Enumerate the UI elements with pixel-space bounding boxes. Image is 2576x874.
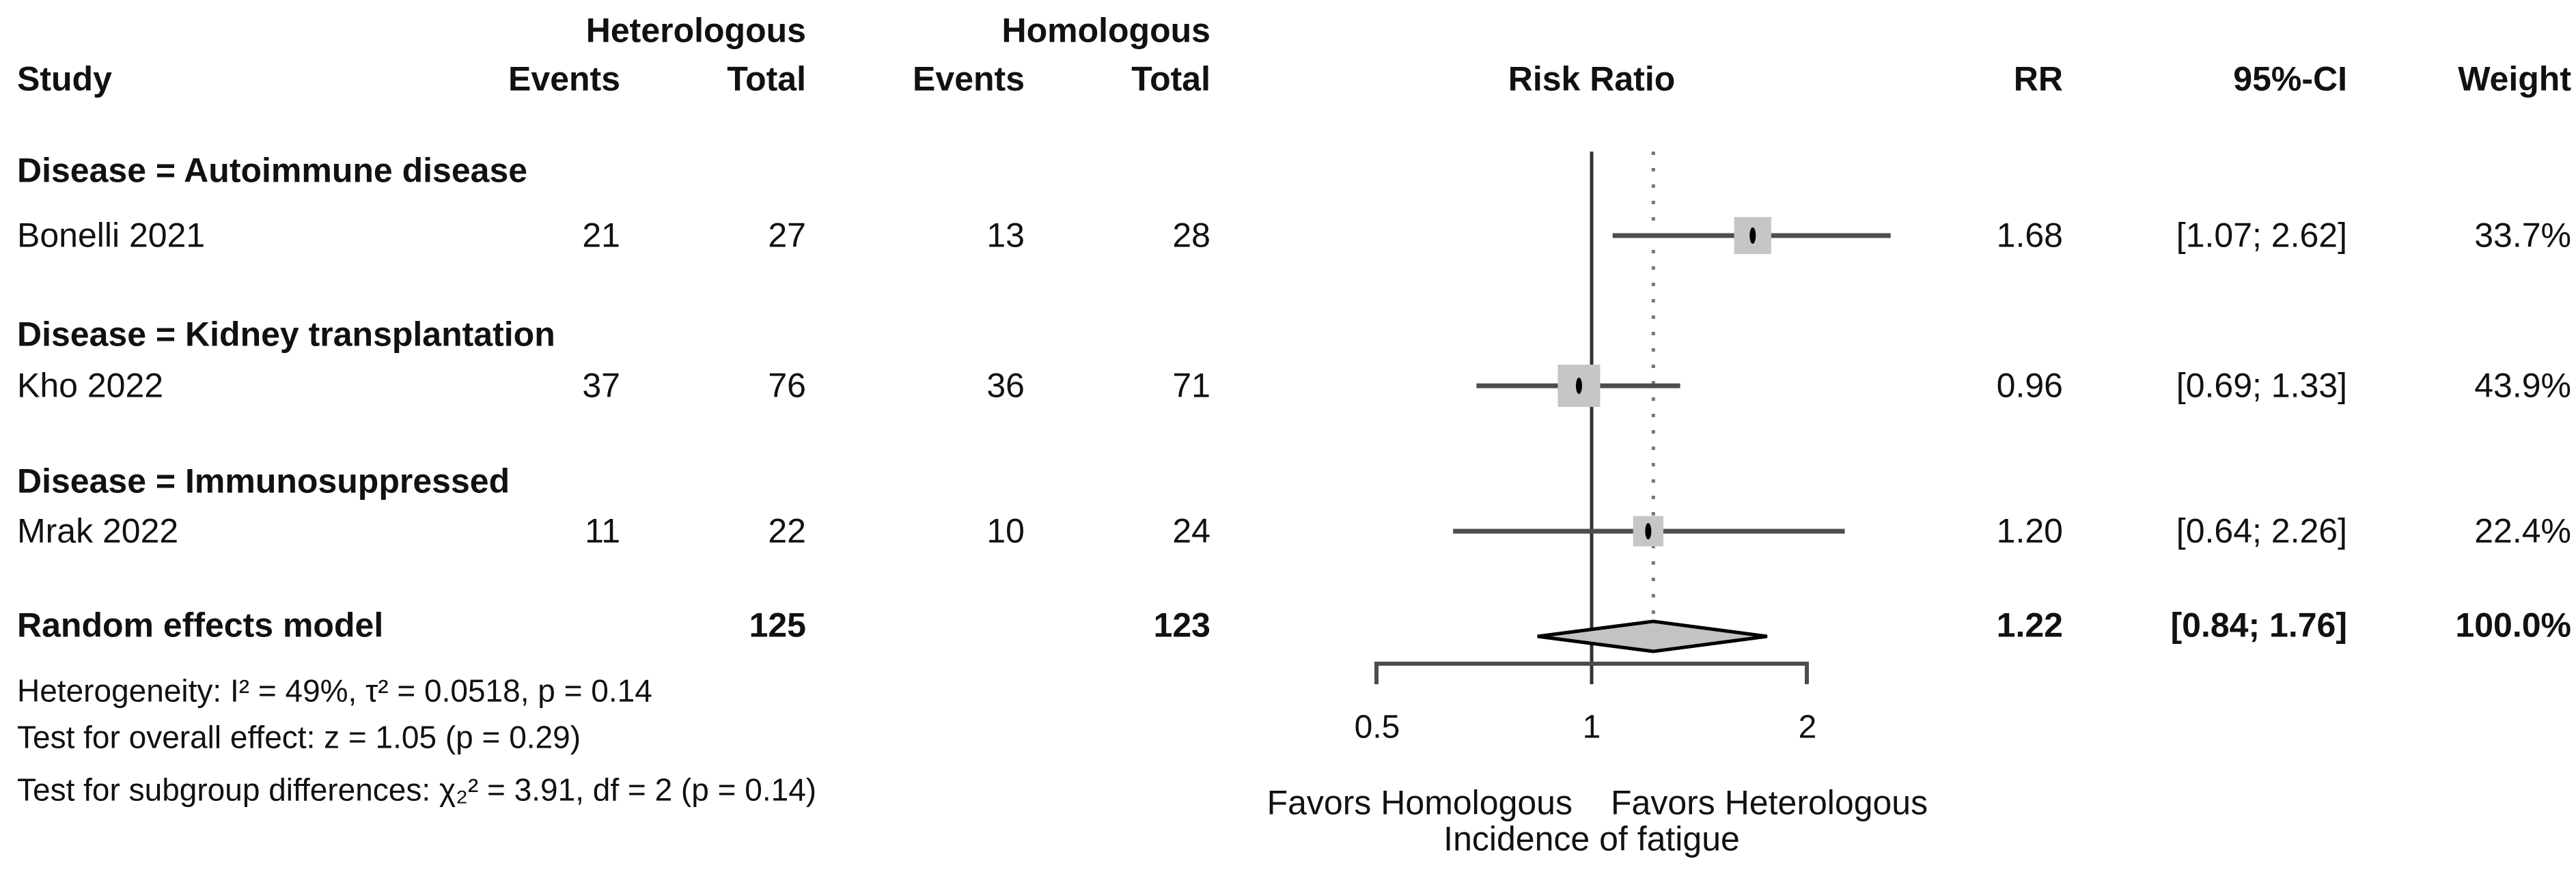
column-header-weight: Weight bbox=[2458, 59, 2571, 98]
point-estimate-marker bbox=[1575, 378, 1582, 394]
column-header-het-events: Events bbox=[508, 59, 620, 98]
column-header-rr: RR bbox=[2013, 59, 2063, 98]
subgroup-differences-test: Test for subgroup differences: χ₂² = 3.9… bbox=[17, 772, 817, 808]
subgroup-heading: Disease = Kidney transplantation bbox=[17, 315, 555, 354]
het-events-value: 37 bbox=[582, 366, 620, 405]
x-tick-label-1: 1 bbox=[1582, 709, 1601, 746]
x-tick-label-2: 2 bbox=[1798, 709, 1817, 746]
het-total-value: 76 bbox=[768, 366, 806, 405]
het-events-value: 21 bbox=[582, 216, 620, 255]
study-name: Mrak 2022 bbox=[17, 511, 179, 550]
summary-ci: [0.84; 1.76] bbox=[2170, 606, 2347, 645]
x-tick-label-0.5: 0.5 bbox=[1354, 709, 1400, 746]
favors-left-label: Favors Homologous bbox=[1266, 783, 1573, 822]
column-header-ci: 95%-CI bbox=[2233, 59, 2347, 98]
hom-events-value: 36 bbox=[986, 366, 1025, 405]
summary-hom-total: 123 bbox=[1153, 606, 1210, 645]
column-group-heterologous: Heterologous bbox=[585, 11, 806, 50]
summary-het-total: 125 bbox=[749, 606, 806, 645]
summary-rr: 1.22 bbox=[1996, 606, 2063, 645]
summary-label: Random effects model bbox=[17, 606, 384, 645]
column-header-hom-events: Events bbox=[913, 59, 1025, 98]
weight-value: 22.4% bbox=[2474, 511, 2571, 550]
overall-effect-test: Test for overall effect: z = 1.05 (p = 0… bbox=[17, 719, 581, 755]
x-axis-title: Incidence of fatigue bbox=[1443, 819, 1740, 858]
ci-value: [1.07; 2.62] bbox=[2176, 216, 2347, 255]
column-header-het-total: Total bbox=[727, 59, 806, 98]
column-header-hom-total: Total bbox=[1131, 59, 1210, 98]
favors-right-label: Favors Heterologous bbox=[1611, 783, 1928, 822]
ci-value: [0.64; 2.26] bbox=[2176, 511, 2347, 550]
column-group-homologous: Homologous bbox=[1001, 11, 1210, 50]
point-estimate-marker bbox=[1645, 523, 1652, 539]
subgroup-heading: Disease = Autoimmune disease bbox=[17, 151, 528, 190]
column-header-risk-ratio: Risk Ratio bbox=[1508, 59, 1676, 98]
hom-total-value: 71 bbox=[1172, 366, 1210, 405]
hom-total-value: 24 bbox=[1172, 511, 1210, 550]
point-estimate-marker bbox=[1749, 227, 1756, 244]
ci-value: [0.69; 1.33] bbox=[2176, 366, 2347, 405]
het-total-value: 27 bbox=[768, 216, 806, 255]
hom-events-value: 10 bbox=[986, 511, 1025, 550]
hom-events-value: 13 bbox=[986, 216, 1025, 255]
weight-value: 33.7% bbox=[2474, 216, 2571, 255]
het-total-value: 22 bbox=[768, 511, 806, 550]
rr-value: 1.68 bbox=[1996, 216, 2063, 255]
summary-weight: 100.0% bbox=[2455, 606, 2571, 645]
het-events-value: 11 bbox=[585, 511, 620, 550]
column-header-study: Study bbox=[17, 59, 112, 98]
study-name: Bonelli 2021 bbox=[17, 216, 206, 255]
rr-value: 1.20 bbox=[1996, 511, 2063, 550]
subgroup-heading: Disease = Immunosuppressed bbox=[17, 462, 510, 501]
rr-value: 0.96 bbox=[1996, 366, 2063, 405]
heterogeneity-stats: Heterogeneity: I² = 49%, τ² = 0.0518, p … bbox=[17, 673, 652, 709]
summary-diamond bbox=[1537, 619, 1768, 653]
study-name: Kho 2022 bbox=[17, 366, 164, 405]
weight-value: 43.9% bbox=[2474, 366, 2571, 405]
hom-total-value: 28 bbox=[1172, 216, 1210, 255]
